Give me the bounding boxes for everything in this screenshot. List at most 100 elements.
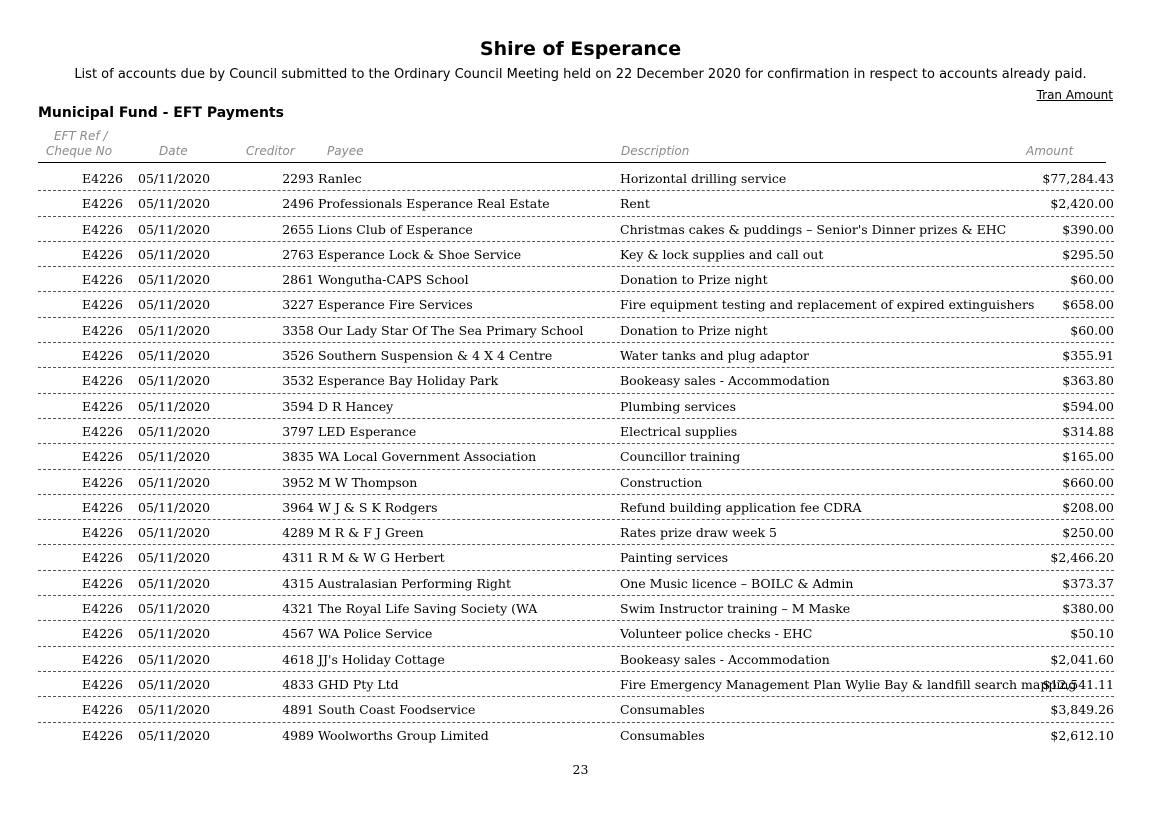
- row-payee: WA Local Government Association: [318, 449, 537, 465]
- row-ref: E4226: [82, 398, 123, 414]
- row-payee: Ranlec: [318, 171, 362, 186]
- row-date: 05/11/2020: [138, 171, 211, 186]
- row-ref: E4226: [82, 676, 123, 692]
- row-creditor: 2293: [282, 171, 314, 186]
- row-ref: E4226: [82, 348, 123, 364]
- table-row: E4226 05/11/2020 4289 M R & F J Green Rates …: [38, 520, 1114, 546]
- row-ref: E4226: [82, 499, 123, 515]
- table-row: E4226 05/11/2020 3952 M W Thompson Construct…: [38, 470, 1114, 496]
- row-date: 05/11/2020: [138, 246, 211, 262]
- table-row: E4226 05/11/2020 3227 Esperance Fire Servic…: [38, 292, 1114, 319]
- table-row: E4226 05/11/2020 2763 Esperance Lock & Shoe…: [38, 242, 1114, 268]
- row-amount: $658.00: [1062, 297, 1114, 313]
- row-date: 05/11/2020: [138, 449, 211, 465]
- row-date: 05/11/2020: [138, 525, 211, 541]
- row-date: 05/11/2020: [138, 676, 211, 692]
- row-payee: Esperance Fire Services: [318, 297, 473, 313]
- row-payee: W J & S K Rodgers: [318, 499, 438, 515]
- row-description: Plumbing services: [620, 398, 736, 414]
- row-description: Consumables: [620, 702, 705, 718]
- row-amount: $2,041.60: [1050, 651, 1114, 667]
- table-row: E4226 05/11/2020 3594 D R Hancey Plumbing se…: [38, 394, 1114, 420]
- row-ref: E4226: [82, 272, 123, 288]
- row-creditor: 4833: [282, 676, 314, 692]
- row-date: 05/11/2020: [138, 297, 211, 313]
- table-row: E4226 05/11/2020 4618 JJ's Holiday Cottage B…: [38, 647, 1114, 673]
- row-date: 05/11/2020: [138, 221, 211, 237]
- header-payee: Payee: [327, 144, 364, 158]
- row-description: Rates prize draw week 5: [620, 525, 777, 541]
- row-amount: $314.88: [1062, 423, 1114, 439]
- row-ref: E4226: [82, 550, 123, 566]
- row-date: 05/11/2020: [138, 601, 211, 617]
- document-subtitle: List of accounts due by Council submitte…: [74, 67, 1087, 82]
- row-payee: Our Lady Star Of The Sea Primary School: [318, 322, 584, 338]
- table-row: E4226 05/11/2020 3797 LED Esperance Electric…: [38, 419, 1114, 445]
- row-creditor: 3526: [282, 348, 314, 364]
- row-date: 05/11/2020: [138, 727, 211, 743]
- row-description: Volunteer police checks - EHC: [620, 626, 813, 642]
- row-amount: $355.91: [1062, 348, 1114, 364]
- row-ref: E4226: [82, 221, 123, 237]
- row-date: 05/11/2020: [138, 626, 211, 642]
- row-date: 05/11/2020: [138, 322, 211, 338]
- row-ref: E4226: [82, 449, 123, 465]
- row-date: 05/11/2020: [138, 550, 211, 566]
- row-amount: $390.00: [1062, 221, 1114, 237]
- row-payee: WA Police Service: [318, 626, 433, 642]
- row-ref: E4226: [82, 196, 123, 212]
- table-row: E4226 05/11/2020 3358 Our Lady Star Of The …: [38, 318, 1114, 344]
- row-description: Water tanks and plug adaptor: [620, 348, 810, 364]
- row-amount: $208.00: [1062, 499, 1114, 515]
- row-creditor: 3594: [282, 398, 314, 414]
- row-payee: LED Esperance: [318, 423, 417, 439]
- row-amount: $77,284.43: [1042, 171, 1114, 186]
- row-creditor: 4321: [282, 601, 314, 617]
- row-date: 05/11/2020: [138, 196, 211, 212]
- tran-amount-label: Tran Amount: [1036, 88, 1113, 102]
- table-row: E4226 05/11/2020 3964 W J & S K Rodgers Refu…: [38, 495, 1114, 521]
- row-creditor: 2861: [282, 272, 314, 288]
- row-amount: $380.00: [1062, 601, 1114, 617]
- row-amount: $50.10: [1070, 626, 1114, 642]
- header-ref-line1: EFT Ref /: [54, 129, 108, 143]
- row-description: Key & lock supplies and call out: [620, 246, 824, 262]
- row-payee: Professionals Esperance Real Estate: [318, 196, 550, 212]
- row-payee: Woolworths Group Limited: [318, 727, 489, 743]
- row-creditor: 2763: [282, 246, 314, 262]
- row-ref: E4226: [82, 373, 123, 389]
- table-row: E4226 05/11/2020 4833 GHD Pty Ltd Fire Emerg…: [38, 672, 1114, 698]
- row-ref: E4226: [82, 525, 123, 541]
- table-row: E4226 05/11/2020 4989 Woolworths Group Limi…: [38, 723, 1114, 748]
- row-amount: $660.00: [1062, 474, 1114, 490]
- table-row: E4226 05/11/2020 2655 Lions Club of Esperan…: [38, 217, 1114, 243]
- row-amount: $3,849.26: [1050, 702, 1114, 718]
- header-rule: [38, 162, 1106, 163]
- table-row: E4226 05/11/2020 2496 Professionals Esperan…: [38, 191, 1114, 217]
- row-payee: R M & W G Herbert: [318, 550, 445, 566]
- header-amount: Amount: [1026, 144, 1074, 158]
- row-date: 05/11/2020: [138, 423, 211, 439]
- row-ref: E4226: [82, 651, 123, 667]
- row-payee: M W Thompson: [318, 474, 418, 490]
- table-row: E4226 05/11/2020 4567 WA Police Service Volu…: [38, 621, 1114, 647]
- row-amount: $2,466.20: [1050, 550, 1114, 566]
- row-date: 05/11/2020: [138, 575, 211, 591]
- row-payee: M R & F J Green: [318, 525, 424, 541]
- row-creditor: 3227: [282, 297, 314, 313]
- row-creditor: 4891: [282, 702, 314, 718]
- table-row: E4226 05/11/2020 4311 R M & W G Herbert Pain…: [38, 545, 1114, 572]
- row-date: 05/11/2020: [138, 499, 211, 515]
- row-description: Donation to Prize night: [620, 272, 768, 288]
- row-creditor: 2655: [282, 221, 314, 237]
- row-description: Consumables: [620, 727, 705, 743]
- row-creditor: 4567: [282, 626, 314, 642]
- row-amount: $250.00: [1062, 525, 1114, 541]
- table-row: E4226 05/11/2020 4321 The Royal Life Saving…: [38, 596, 1114, 622]
- row-description: Fire equipment testing and replacement o…: [620, 297, 1035, 313]
- row-payee: JJ's Holiday Cottage: [318, 651, 445, 667]
- table-row: E4226 05/11/2020 3532 Esperance Bay Holiday…: [38, 368, 1114, 394]
- row-description: Councillor training: [620, 449, 741, 465]
- row-date: 05/11/2020: [138, 398, 211, 414]
- row-creditor: 3964: [282, 499, 314, 515]
